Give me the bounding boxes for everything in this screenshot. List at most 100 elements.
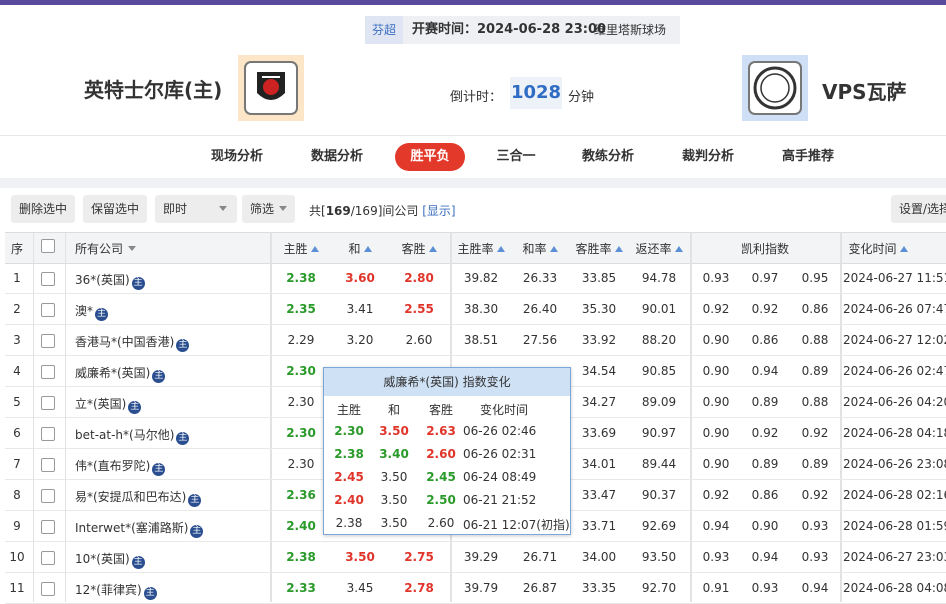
company-name[interactable]: Interwet*(塞浦路斯) 主: [75, 521, 204, 538]
kelly: 0.90: [751, 519, 779, 533]
odds: 2.36: [286, 488, 316, 502]
away-logo: [742, 55, 808, 121]
rate: 90.85: [641, 364, 677, 378]
popup-odds: 2.60: [426, 447, 456, 461]
rate: 33.35: [581, 581, 617, 595]
checkbox[interactable]: [41, 303, 55, 317]
tab[interactable]: 胜平负: [395, 143, 465, 171]
odds: 2.80: [404, 271, 434, 285]
checkbox[interactable]: [41, 551, 55, 565]
rate: 38.51: [463, 333, 499, 347]
count-suffix: /169]间公司: [350, 204, 419, 218]
change-time: 2024-06-28 01:59: [843, 519, 946, 533]
company-name[interactable]: 香港马*(中国香港) 主: [75, 335, 190, 352]
row-line: [5, 572, 946, 573]
badge: 主: [176, 432, 190, 445]
company-name[interactable]: 澳* 主: [75, 304, 109, 321]
odds: 2.75: [404, 550, 434, 564]
checkbox[interactable]: [41, 458, 55, 472]
change-time: 2024-06-26 04:20: [843, 395, 946, 409]
change-time: 2024-06-28 04:18: [843, 426, 946, 440]
rate: 34.54: [581, 364, 617, 378]
popup-odds: 2.60: [427, 516, 455, 530]
show-link[interactable]: [显示]: [422, 204, 456, 218]
rate: 39.79: [463, 581, 499, 595]
company-name[interactable]: 伟*(直布罗陀) 主: [75, 459, 166, 476]
row-number: 1: [13, 271, 21, 285]
odds: 3.20: [346, 333, 374, 347]
company-name[interactable]: 易*(安提瓜和巴布达) 主: [75, 490, 202, 507]
kelly: 0.94: [751, 364, 779, 378]
row-line: [5, 355, 946, 356]
logo-icon: [748, 61, 802, 115]
rate: 33.69: [581, 426, 617, 440]
rate: 39.82: [463, 271, 499, 285]
rate: 90.97: [641, 426, 677, 440]
company-name[interactable]: 36*(英国) 主: [75, 273, 145, 290]
row-number: 3: [13, 333, 21, 347]
tab[interactable]: 三合一: [496, 149, 536, 164]
tab[interactable]: 高手推荐: [781, 149, 834, 164]
countdown-value: 1028: [510, 77, 562, 109]
checkbox[interactable]: [41, 272, 55, 286]
change-time: 2024-06-26 23:08: [843, 457, 946, 471]
top-bar: [0, 0, 946, 5]
company-name[interactable]: bet-at-h*(马尔他) 主: [75, 428, 190, 445]
odds: 2.60: [405, 333, 433, 347]
company-name[interactable]: 10*(英国) 主: [75, 552, 145, 569]
kelly: 0.90: [702, 395, 730, 409]
delete-button[interactable]: 删除选中: [11, 195, 76, 223]
kelly: 0.93: [801, 550, 829, 564]
checkbox[interactable]: [41, 396, 55, 410]
tab[interactable]: 教练分析: [581, 149, 634, 164]
odds: 2.38: [286, 271, 316, 285]
tab[interactable]: 现场分析: [210, 149, 263, 164]
kelly: 0.93: [801, 519, 829, 533]
keep-button[interactable]: 保留选中: [83, 195, 148, 223]
league: 芬超: [365, 16, 403, 44]
tab[interactable]: 裁判分析: [681, 149, 734, 164]
checkbox[interactable]: [41, 239, 55, 253]
kelly: 0.89: [751, 457, 779, 471]
checkbox[interactable]: [41, 334, 55, 348]
popup-odds: 2.38: [335, 516, 363, 530]
tab[interactable]: 数据分析: [310, 149, 363, 164]
checkbox[interactable]: [41, 427, 55, 441]
kelly: 0.94: [702, 519, 730, 533]
odds: 3.45: [346, 581, 374, 595]
odds: 2.30: [287, 395, 315, 409]
kelly: 0.91: [702, 581, 730, 595]
settings-button[interactable]: 设置/选择: [891, 195, 946, 223]
odds: 2.30: [286, 364, 316, 378]
rate: 34.01: [581, 457, 617, 471]
column-header: 和率: [490, 240, 590, 257]
column-header: 序: [10, 242, 23, 256]
kelly: 0.94: [751, 550, 779, 564]
mode-text: 即时: [163, 202, 188, 216]
filter-button[interactable]: 筛选: [242, 195, 296, 223]
company-name[interactable]: 威廉希*(英国) 主: [75, 366, 166, 383]
popup-odds: 2.50: [426, 493, 456, 507]
checkbox[interactable]: [41, 365, 55, 379]
row-number: 4: [13, 364, 21, 378]
checkbox[interactable]: [41, 582, 55, 596]
company-name[interactable]: 12*(菲律宾) 主: [75, 583, 157, 600]
kelly: 0.92: [702, 302, 730, 316]
rate: 26.71: [522, 550, 558, 564]
badge: 主: [131, 556, 145, 569]
countdown-label: 倒计时：: [450, 90, 503, 105]
kelly: 0.90: [702, 457, 730, 471]
popup-time: 06-26 02:31: [463, 447, 537, 461]
kelly: 0.92: [751, 426, 779, 440]
kelly: 0.89: [801, 364, 829, 378]
company-name[interactable]: 立*(英国) 主: [75, 397, 142, 414]
logo-icon: [244, 61, 298, 115]
mode-select[interactable]: 即时: [155, 195, 237, 223]
checkbox[interactable]: [41, 520, 55, 534]
checkbox[interactable]: [41, 489, 55, 503]
rate: 90.37: [641, 488, 677, 502]
rate: 93.50: [641, 550, 677, 564]
badge: 主: [176, 339, 190, 352]
kelly: 0.95: [801, 271, 829, 285]
row-number: 11: [9, 581, 25, 595]
